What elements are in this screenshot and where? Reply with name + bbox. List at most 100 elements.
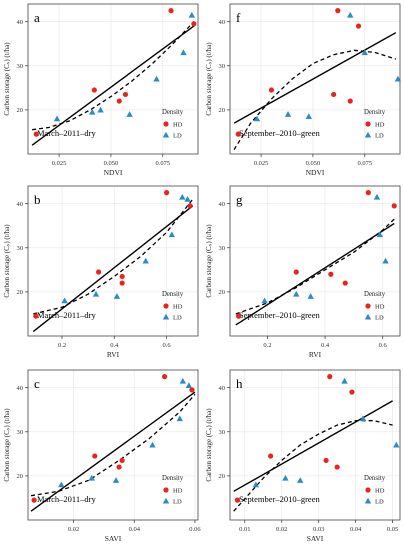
data-point-hd: [31, 497, 37, 503]
data-point-ld: [53, 115, 61, 122]
data-point-ld: [168, 231, 176, 238]
y-tick-label: 30: [219, 63, 226, 70]
data-point-hd: [116, 98, 122, 104]
data-point-ld: [293, 290, 300, 297]
data-point-ld: [176, 415, 183, 422]
data-point-hd: [365, 190, 371, 196]
y-tick-label: 30: [219, 245, 226, 252]
legend-label-hd: HD: [173, 121, 183, 128]
legend-marker-hd: [163, 303, 169, 309]
y-tick-label: 40: [219, 19, 226, 26]
x-tick-label: 0.2: [58, 342, 66, 349]
x-tick-label: 0.4: [321, 342, 330, 349]
y-axis-title: Carbon storage (Cₛ) (t/ha): [205, 224, 213, 298]
y-tick-label: 30: [17, 429, 24, 436]
data-point-ld: [92, 290, 100, 297]
data-point-hd: [191, 21, 197, 27]
legend-label-hd: HD: [375, 121, 385, 128]
panel-annotation: September–2010–green: [239, 128, 320, 138]
legend-label-ld: LD: [173, 498, 182, 505]
data-point-hd: [236, 313, 242, 319]
data-point-ld: [61, 297, 68, 304]
data-point-ld: [341, 377, 348, 384]
x-tick-label: 0.050: [306, 160, 321, 167]
data-point-ld: [297, 477, 304, 483]
panel-annotation: March–2011–dry: [37, 310, 96, 320]
data-point-ld: [142, 257, 149, 264]
legend-marker-ld: [364, 497, 372, 504]
poly-fit-line: [233, 49, 397, 150]
panel-annotation: March–2011–dry: [37, 128, 96, 138]
chart-panel-g: 0.2 0.4 0.6 20 30 40 RVI Carbon storage (Cₛ) (t…: [205, 185, 401, 359]
x-tick-label: 0.2: [263, 342, 271, 349]
legend-title: Density: [364, 109, 386, 116]
y-tick-label: 40: [17, 385, 24, 392]
data-point-ld: [180, 49, 187, 56]
chart-panel-a: 0.025 0.050 0.075 20 30 40 NDVI Carbon storage …: [3, 3, 199, 177]
legend-label-ld: LD: [375, 132, 384, 139]
data-point-ld: [58, 481, 65, 488]
panel-annotation: September–2010–green: [239, 310, 320, 320]
legend-label-ld: LD: [375, 314, 384, 321]
data-point-hd: [349, 389, 355, 395]
legend-label-ld: LD: [375, 498, 384, 505]
data-point-ld: [89, 108, 96, 115]
data-point-hd: [331, 91, 337, 98]
panel-letter: c: [34, 376, 40, 391]
data-point-ld: [393, 441, 400, 448]
data-point-ld: [261, 297, 268, 304]
data-point-ld: [97, 106, 104, 113]
plot-border: [229, 185, 401, 337]
y-tick-label: 30: [17, 63, 24, 70]
legend-title: Density: [162, 109, 184, 116]
data-point-hd: [327, 374, 333, 380]
x-tick-label: 0.02: [276, 526, 287, 533]
data-point-hd: [119, 280, 125, 286]
y-axis-title: Carbon storage (Cₛ) (t/ha): [3, 42, 11, 116]
data-point-hd: [187, 203, 193, 209]
data-point-ld: [179, 377, 187, 384]
legend-marker-ld: [162, 313, 170, 320]
data-point-hd: [92, 453, 98, 459]
data-point-ld: [305, 113, 312, 120]
data-point-hd: [328, 271, 334, 277]
legend-marker-hd: [365, 121, 371, 127]
panel-letter: b: [34, 192, 41, 207]
legend-marker-ld: [364, 131, 372, 138]
legend-label-hd: HD: [375, 487, 385, 494]
legend-label-hd: HD: [375, 303, 385, 310]
data-point-hd: [347, 98, 353, 104]
data-point-hd: [33, 313, 39, 319]
data-point-hd: [122, 91, 129, 98]
legend-marker-hd: [365, 303, 371, 309]
data-point-hd: [268, 87, 275, 93]
y-tick-label: 20: [17, 289, 24, 296]
y-tick-label: 30: [17, 245, 24, 252]
data-point-hd: [189, 387, 195, 393]
legend-title: Density: [364, 291, 386, 298]
data-point-hd: [91, 87, 97, 93]
legend-marker-ld: [364, 313, 372, 320]
data-point-ld: [153, 75, 160, 82]
x-axis-title: SAVI: [105, 534, 122, 543]
x-tick-label: 0.6: [163, 342, 172, 349]
y-tick-label: 40: [17, 19, 24, 26]
panel-letter: h: [236, 376, 243, 391]
linear-fit-line: [30, 391, 196, 512]
chart-panel-b: 0.2 0.4 0.6 20 30 40 RVI Carbon storage (Cₛ) (t…: [3, 185, 199, 359]
panel-letter: a: [34, 10, 40, 25]
chart-panel-f: 0.025 0.050 0.075 20 30 40 NDVI Carbon storage …: [205, 3, 402, 177]
data-point-hd: [119, 457, 125, 464]
data-point-ld: [184, 196, 191, 202]
panel-annotation: September–2010–green: [239, 494, 320, 504]
plot-border: [229, 369, 401, 521]
data-point-ld: [376, 231, 384, 238]
data-point-hd: [323, 457, 329, 464]
data-point-ld: [282, 474, 289, 481]
x-axis-title: RVI: [309, 350, 322, 359]
data-point-ld: [185, 382, 193, 389]
x-tick-label: 0.075: [155, 160, 170, 167]
x-axis-title: NDVI: [306, 168, 325, 177]
data-point-ld: [359, 415, 367, 422]
x-axis-title: NDVI: [104, 168, 123, 177]
